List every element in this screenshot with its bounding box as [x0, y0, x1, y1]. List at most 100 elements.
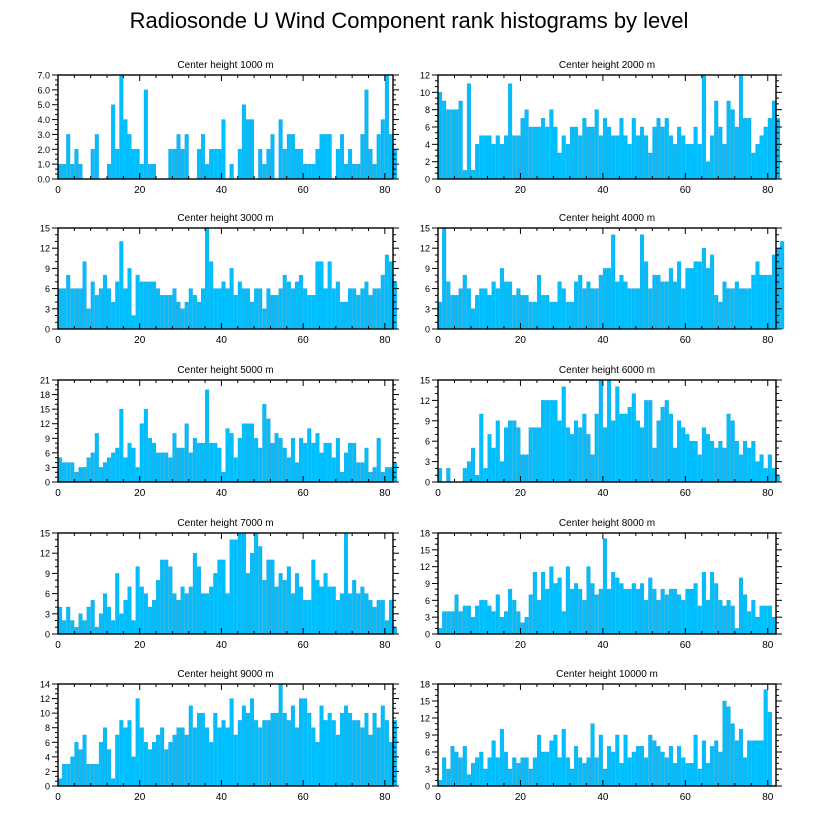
- histogram-bar: [290, 134, 295, 180]
- histogram-bar: [241, 288, 246, 330]
- histogram-bar: [282, 579, 287, 635]
- histogram-bar: [262, 579, 267, 635]
- histogram-bar: [623, 413, 628, 483]
- histogram-bar: [229, 539, 234, 635]
- histogram-bar: [82, 620, 87, 635]
- histogram-bar: [479, 751, 484, 787]
- histogram-bar: [545, 400, 550, 483]
- histogram-bar: [70, 462, 75, 483]
- histogram-bar: [311, 295, 316, 330]
- histogram-bar: [611, 234, 616, 330]
- histogram-bar: [94, 134, 99, 180]
- histogram-bar: [111, 104, 116, 180]
- histogram-bar: [70, 163, 75, 180]
- histogram-bar: [221, 119, 226, 180]
- histogram-bar: [458, 757, 463, 787]
- histogram-bar: [135, 566, 140, 635]
- y-tick-label: 15: [420, 545, 430, 555]
- histogram-bar: [611, 135, 616, 180]
- histogram-bar: [541, 295, 546, 330]
- x-tick-label: 0: [55, 335, 61, 346]
- histogram-bar: [446, 109, 451, 180]
- histogram-bar: [668, 746, 673, 787]
- histogram-bar: [201, 442, 206, 483]
- y-tick-label: 21: [40, 376, 50, 386]
- x-tick-label: 40: [216, 488, 228, 499]
- histogram-bar: [569, 434, 574, 483]
- histogram-bar: [516, 611, 521, 635]
- histogram-bar: [516, 427, 521, 483]
- histogram-bar: [776, 475, 781, 483]
- histogram-bar: [78, 613, 83, 635]
- histogram-bar: [648, 400, 653, 483]
- histogram-bar: [201, 712, 206, 787]
- histogram-bar: [127, 268, 132, 330]
- histogram-bar: [565, 301, 570, 330]
- histogram-bar: [135, 467, 140, 483]
- histogram-bar: [627, 588, 632, 635]
- histogram-panel-9: Center height 9000 m 0 20 40 60 80 0 2 4 6 8 10 12 14: [40, 669, 399, 803]
- histogram-bar: [384, 74, 389, 180]
- histogram-bar: [499, 461, 504, 483]
- histogram-bar: [771, 468, 776, 483]
- histogram-bar: [152, 442, 157, 483]
- histogram-bar: [549, 109, 554, 180]
- histogram-bar: [541, 572, 546, 635]
- histogram-bar: [270, 295, 275, 330]
- histogram-bar: [487, 434, 492, 483]
- histogram-bar: [664, 400, 669, 483]
- histogram-bar: [640, 126, 645, 180]
- histogram-bar: [705, 268, 710, 330]
- histogram-bar: [697, 454, 702, 483]
- histogram-bar: [217, 727, 222, 787]
- histogram-bar: [751, 600, 756, 635]
- histogram-bar: [487, 605, 492, 635]
- histogram-bar: [58, 778, 63, 787]
- histogram-bar: [685, 763, 690, 787]
- histogram-bar: [152, 281, 157, 330]
- histogram-bar: [74, 149, 79, 180]
- histogram-bar: [582, 413, 587, 483]
- histogram-bar: [254, 532, 259, 635]
- histogram-bar: [139, 423, 144, 483]
- histogram-bar: [102, 727, 107, 787]
- histogram-bar: [290, 438, 295, 483]
- histogram-bar: [58, 288, 63, 330]
- histogram-bar: [168, 457, 173, 483]
- histogram-bar: [201, 134, 206, 180]
- histogram-bar: [615, 577, 620, 635]
- histogram-bar: [652, 447, 657, 483]
- histogram-bar: [685, 144, 690, 180]
- y-tick-label: 15: [420, 697, 430, 707]
- histogram-bar: [701, 427, 706, 483]
- histogram-bar: [446, 768, 451, 787]
- histogram-bar: [714, 295, 719, 330]
- x-tick-label: 20: [134, 640, 146, 651]
- histogram-bar: [767, 274, 772, 330]
- histogram-bar: [225, 428, 230, 483]
- histogram-bar: [532, 757, 537, 787]
- histogram-bar: [339, 472, 344, 483]
- histogram-bar: [644, 135, 649, 180]
- histogram-bar: [532, 572, 537, 635]
- y-tick-label: 4: [45, 752, 50, 762]
- histogram-bar: [730, 605, 735, 635]
- histogram-bar: [127, 720, 132, 787]
- histogram-bar: [119, 241, 124, 330]
- histogram-bar: [115, 447, 120, 483]
- histogram-bar: [442, 227, 447, 330]
- y-tick-label: 12: [420, 71, 430, 81]
- histogram-bar: [102, 593, 107, 635]
- y-tick-label: 18: [40, 390, 50, 400]
- histogram-bar: [339, 593, 344, 635]
- histogram-bar: [693, 126, 698, 180]
- histogram-bar: [295, 281, 299, 330]
- x-tick-label: 40: [216, 792, 228, 803]
- histogram-bar: [759, 740, 764, 787]
- histogram-bar: [147, 749, 152, 787]
- histogram-bar: [574, 746, 579, 787]
- histogram-bar: [266, 288, 271, 330]
- histogram-bar: [565, 757, 570, 787]
- y-tick-label: 12: [420, 562, 430, 572]
- histogram-bar: [504, 281, 509, 330]
